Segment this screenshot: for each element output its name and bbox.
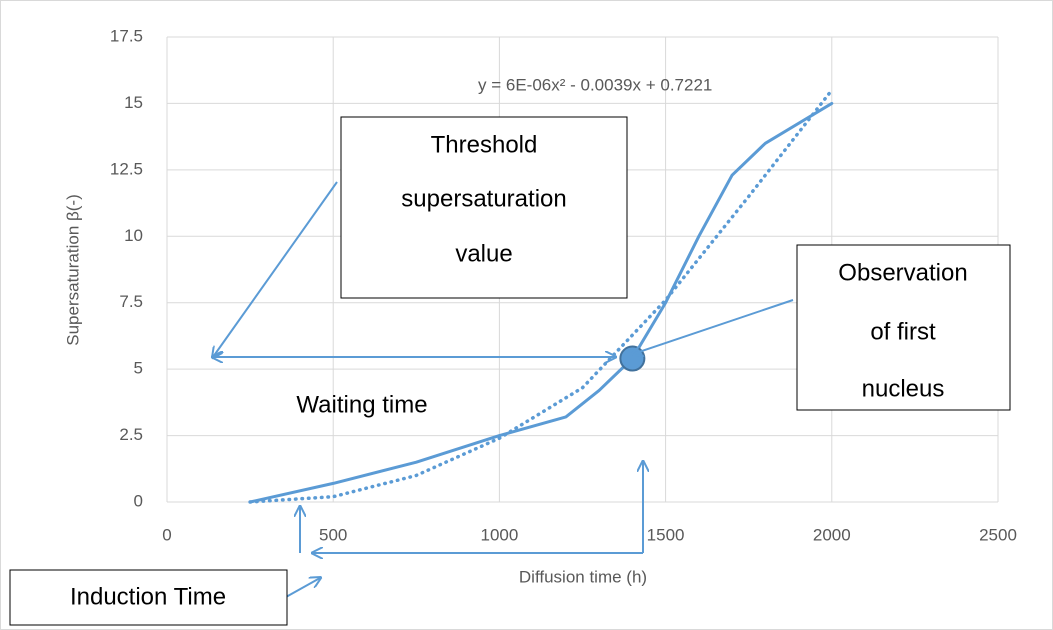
arrow	[633, 299, 794, 354]
x-tick-label: 2500	[979, 525, 1017, 544]
x-tick-label: 1000	[480, 525, 518, 544]
x-tick-label: 1500	[647, 525, 685, 544]
annotation-text: of first	[870, 318, 936, 345]
x-tick-label: 500	[319, 525, 347, 544]
y-tick-label: 7.5	[119, 292, 143, 311]
y-tick-label: 5	[134, 359, 143, 378]
x-tick-label: 2000	[813, 525, 851, 544]
data-line	[248, 101, 834, 504]
annotation-text: Threshold	[431, 131, 538, 158]
y-tick-label: 0	[134, 491, 143, 510]
x-axis-label: Diffusion time (h)	[519, 567, 647, 586]
y-tick-label: 15	[124, 93, 143, 112]
y-tick-label: 2.5	[119, 425, 143, 444]
y-tick-label: 17.5	[110, 26, 143, 45]
equation: y = 6E-06x² - 0.0039x + 0.7221	[478, 75, 712, 94]
annotation-text: supersaturation	[401, 185, 566, 212]
x-tick-label: 0	[162, 525, 171, 544]
annotation-text: nucleus	[862, 375, 945, 402]
trend-line	[248, 88, 834, 504]
annotation-text: Induction Time	[70, 583, 226, 610]
arrow	[285, 578, 320, 598]
y-tick-label: 12.5	[110, 159, 143, 178]
annotation-text: Observation	[838, 259, 967, 286]
y-tick-label: 10	[124, 226, 143, 245]
annotation-text: value	[455, 240, 512, 267]
annotation-text: Waiting time	[296, 391, 427, 418]
arrow	[213, 181, 338, 357]
annotation-box	[796, 244, 1011, 411]
annotation-box	[340, 116, 628, 299]
y-axis-label: Supersaturation β(-)	[63, 194, 82, 346]
marker	[619, 345, 646, 372]
annotation-box	[9, 569, 288, 626]
